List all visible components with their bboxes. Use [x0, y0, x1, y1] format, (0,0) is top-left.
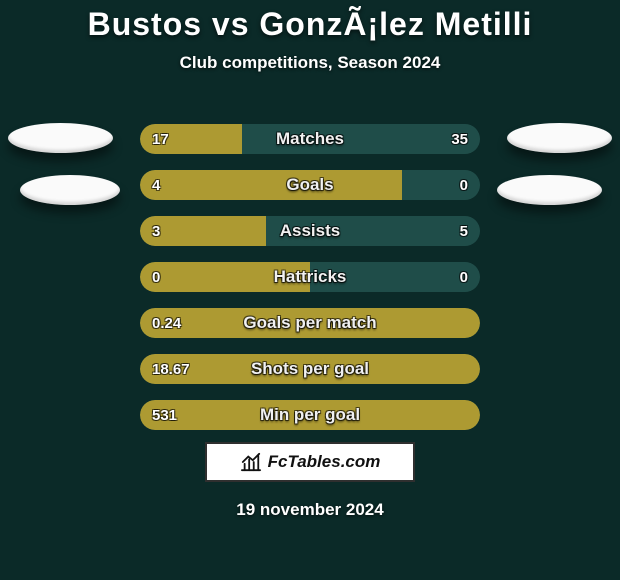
stat-fill-left	[140, 400, 480, 430]
watermark: FcTables.com	[205, 442, 415, 482]
stat-row: 00Hattricks	[140, 262, 480, 292]
stat-fill-right	[242, 124, 480, 154]
watermark-text: FcTables.com	[268, 452, 381, 472]
stat-row: 18.67Shots per goal	[140, 354, 480, 384]
page-title: Bustos vs GonzÃ¡lez Metilli	[0, 0, 620, 43]
chart-icon	[240, 452, 262, 472]
stat-fill-left	[140, 262, 310, 292]
stat-fill-left	[140, 170, 402, 200]
player-left-avatar-2	[20, 175, 120, 205]
stat-fill-left	[140, 354, 480, 384]
stat-row: 0.24Goals per match	[140, 308, 480, 338]
stat-fill-right	[266, 216, 480, 246]
stat-row: 531Min per goal	[140, 400, 480, 430]
stat-fill-left	[140, 308, 480, 338]
stat-row: 1735Matches	[140, 124, 480, 154]
comparison-bars: 1735Matches 40Goals 35Assists 00Hattricks 0.…	[140, 124, 480, 446]
stat-row: 40Goals	[140, 170, 480, 200]
stat-fill-left	[140, 216, 266, 246]
player-right-avatar-2	[497, 175, 602, 205]
player-right-avatar-1	[507, 123, 612, 153]
stat-fill-right	[310, 262, 480, 292]
player-left-avatar-1	[8, 123, 113, 153]
stat-fill-left	[140, 124, 242, 154]
subtitle: Club competitions, Season 2024	[0, 53, 620, 73]
date-label: 19 november 2024	[0, 500, 620, 520]
stat-row: 35Assists	[140, 216, 480, 246]
stat-fill-right	[402, 170, 480, 200]
